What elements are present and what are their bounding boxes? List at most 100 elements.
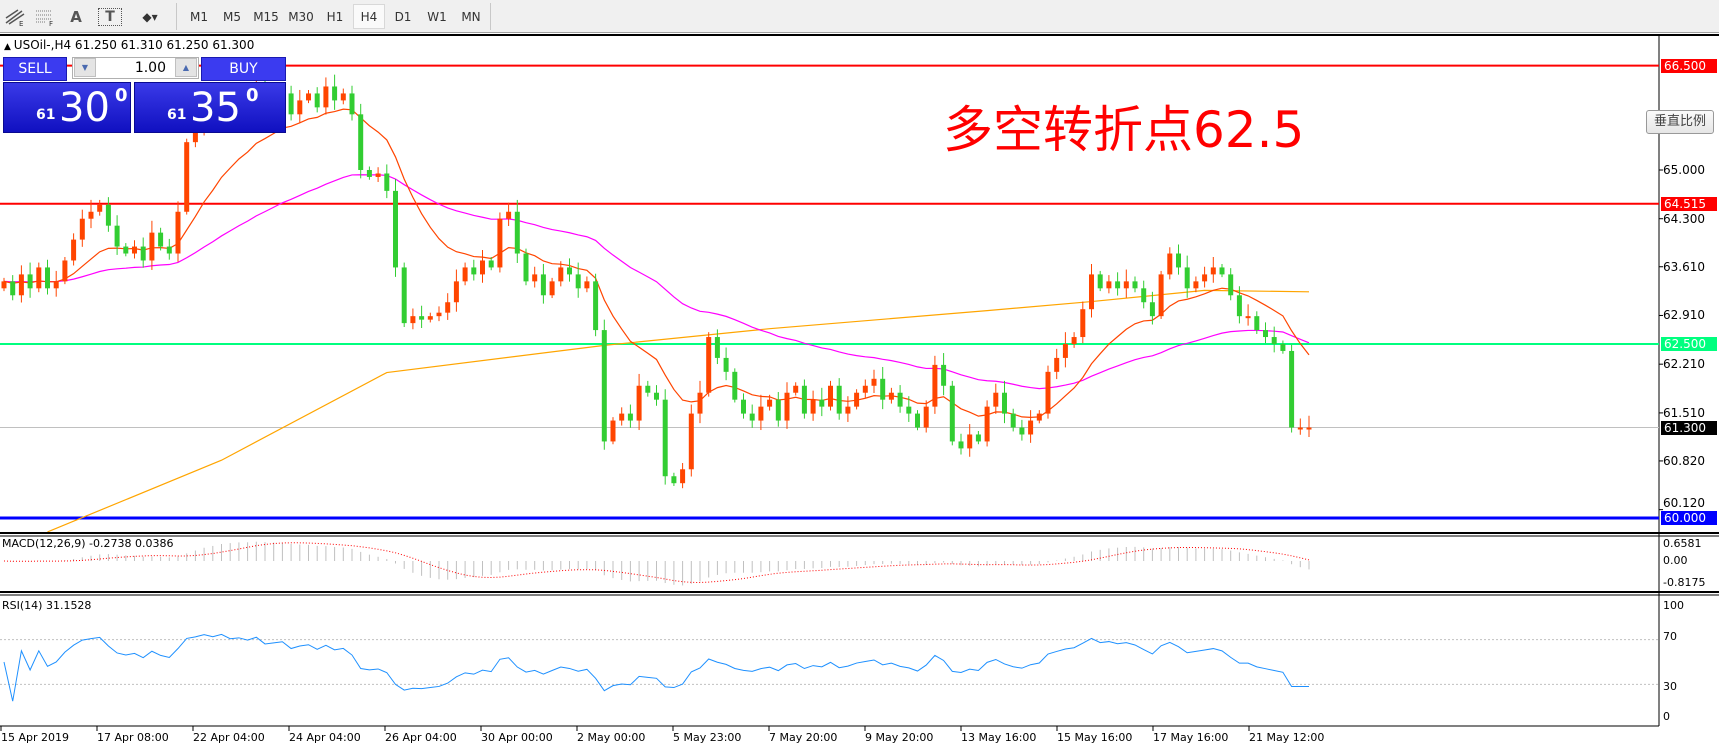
time-axis-label: 5 May 23:00 [673, 731, 742, 744]
candle-body [567, 267, 572, 275]
timeframe-h1[interactable]: H1 [326, 9, 344, 24]
candle-body [1080, 309, 1086, 338]
hline-price-label: 60.000 [1661, 511, 1717, 525]
price-axis-label: 60.120 [1663, 496, 1705, 510]
candle-body [480, 260, 485, 275]
candle-body [506, 211, 512, 219]
candle-body [10, 281, 16, 296]
lot-decrease-button[interactable]: ▼ [74, 58, 96, 77]
candle-body [462, 267, 468, 282]
collapse-arrow-icon[interactable]: ▲ [4, 42, 14, 52]
timeframe-m5[interactable]: M5 [223, 9, 241, 24]
candle-body [427, 316, 433, 320]
candle-body [941, 364, 947, 386]
candle-body [1236, 295, 1242, 317]
timeframe-h4[interactable]: H4 [353, 4, 385, 29]
candle-body [714, 337, 720, 358]
candle-body [619, 413, 625, 421]
candle-body [1254, 316, 1260, 331]
time-axis-label: 2 May 00:00 [577, 731, 646, 744]
candle-body [297, 100, 303, 115]
buy-price-prefix: 61 [167, 107, 187, 123]
time-axis-label: 26 Apr 04:00 [385, 731, 457, 744]
candle-body [758, 406, 764, 421]
candle-body [540, 274, 546, 296]
buy-price[interactable]: 61 35 0 [134, 82, 286, 133]
candle-body [1071, 337, 1077, 344]
candle-body [749, 413, 755, 421]
candle-body [880, 378, 886, 400]
time-axis-label: 15 Apr 2019 [1, 731, 70, 744]
candle-body [888, 392, 894, 400]
text-label-icon[interactable]: T [98, 8, 122, 26]
rsi-label: RSI(14) 31.1528 [2, 599, 92, 612]
candle-body [854, 392, 860, 407]
candle-body [610, 420, 616, 442]
text-icon[interactable]: A [70, 7, 82, 26]
candle-body [166, 246, 172, 254]
timeframe-mn[interactable]: MN [461, 9, 481, 24]
candle-body [62, 260, 68, 282]
time-axis-label: 22 Apr 04:00 [193, 731, 265, 744]
candle-body [923, 406, 929, 428]
candle-body [158, 232, 164, 247]
time-axis-label: 17 May 16:00 [1153, 731, 1229, 744]
candle-body [584, 281, 590, 289]
vertical-scale-button[interactable]: 垂直比例 [1646, 110, 1714, 134]
timeframe-m1[interactable]: M1 [190, 9, 208, 24]
candle-body [314, 93, 320, 108]
time-axis-label: 9 May 20:00 [865, 731, 934, 744]
price-axis-label: 63.610 [1663, 259, 1705, 274]
candle-body [436, 312, 442, 317]
buy-button[interactable]: BUY [201, 57, 286, 81]
candle-body [1115, 281, 1121, 289]
candle-body [53, 281, 59, 289]
candle-body [706, 337, 712, 393]
macd-signal-line [3, 542, 1310, 584]
fibonacci-expansion-icon[interactable]: E [2, 4, 28, 29]
lot-size-input[interactable]: 1.00 [72, 57, 199, 79]
candle-body [1193, 281, 1199, 289]
candle-body [105, 204, 111, 226]
candle-body [975, 434, 981, 442]
candle-body [819, 399, 825, 407]
sell-price[interactable]: 61 30 0 [3, 82, 131, 133]
candle-body [1297, 427, 1303, 430]
candle-body [332, 86, 338, 101]
sell-button[interactable]: SELL [3, 57, 67, 81]
candle-body [306, 93, 311, 101]
candle-body [636, 385, 642, 421]
candle-body [45, 267, 50, 289]
chart-annotation[interactable]: 多空转折点62.5 [943, 101, 1305, 159]
hline-price-label: 66.500 [1661, 58, 1717, 73]
toolbar: E F A T ◆▾ M1 M5 M15 M30 H1 H4 D1 W1 MN [0, 0, 1719, 33]
lot-increase-button[interactable]: ▲ [175, 58, 197, 77]
sell-price-sup: 0 [115, 85, 128, 106]
candle-body [488, 260, 494, 268]
price-axis-label: 65.000 [1663, 163, 1705, 177]
candle-body [1036, 413, 1042, 421]
timeframe-m15[interactable]: M15 [253, 9, 279, 24]
candle-body [732, 371, 738, 400]
candle-body [375, 173, 381, 177]
macd-tick: 0.6581 [1663, 537, 1702, 550]
timeframe-m30[interactable]: M30 [288, 9, 314, 24]
candle-body [532, 274, 538, 282]
candle-body [1028, 420, 1034, 435]
candle-body [932, 364, 938, 407]
timeframe-d1[interactable]: D1 [394, 9, 412, 24]
candle-body [18, 274, 24, 296]
candle-body [1054, 357, 1060, 372]
candle-body [393, 190, 398, 268]
timeframe-w1[interactable]: W1 [427, 9, 447, 24]
candle-body [810, 399, 816, 414]
fibonacci-retracement-icon[interactable]: F [32, 4, 58, 29]
candle-body [645, 385, 651, 393]
candle-body [175, 211, 181, 254]
candle-body [1219, 267, 1225, 275]
arrows-icon[interactable]: ◆▾ [142, 9, 158, 24]
candle-body [453, 281, 459, 303]
candle-body [967, 434, 973, 449]
candle-body [784, 392, 790, 421]
